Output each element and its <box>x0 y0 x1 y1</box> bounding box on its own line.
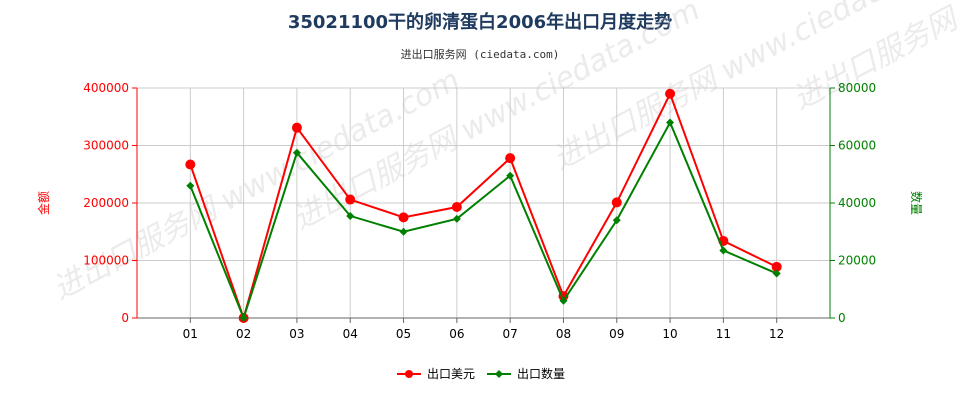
x-tick-label: 12 <box>769 327 784 341</box>
left-tick-label: 200000 <box>83 196 129 210</box>
series-2-point <box>452 214 461 223</box>
series-2-point <box>292 148 301 157</box>
x-tick-label: 11 <box>716 327 731 341</box>
x-tick-label: 02 <box>236 327 251 341</box>
x-tick-label: 08 <box>556 327 571 341</box>
x-tick-label: 10 <box>662 327 677 341</box>
series-2-point <box>559 296 568 305</box>
x-tick-label: 05 <box>396 327 411 341</box>
series-1-point <box>398 212 409 223</box>
right-tick-label: 20000 <box>838 254 876 268</box>
series-2-point <box>399 227 408 236</box>
right-tick-label: 40000 <box>838 196 876 210</box>
series-2-point <box>612 216 621 225</box>
legend-group: 出口美元 出口数量 <box>397 366 565 381</box>
x-tick-label: 07 <box>503 327 518 341</box>
series-1-point <box>505 153 516 164</box>
series-line-1 <box>189 91 778 322</box>
legend-swatch-marker-2 <box>495 370 503 378</box>
series-1-point <box>185 159 196 170</box>
legend-label-1: 出口美元 <box>427 367 475 381</box>
series-line-2 <box>189 120 778 321</box>
axes-group: 0 100000 200000 300000 400000 0 20000 40000 6000… <box>36 81 924 341</box>
series-group <box>185 88 782 323</box>
chart-title: 35021100干的卵清蛋白2006年出口月度走势 <box>288 11 672 33</box>
series-2-point <box>506 171 515 180</box>
x-tick-label: 04 <box>343 327 358 341</box>
x-tick-label: 06 <box>449 327 464 341</box>
x-tick-label: 01 <box>183 327 198 341</box>
left-tick-label: 100000 <box>83 254 129 268</box>
series-1-point <box>665 88 676 99</box>
legend-label-2: 出口数量 <box>517 366 565 381</box>
series-1-point <box>771 261 782 272</box>
right-tick-label: 80000 <box>838 81 876 95</box>
series-2-point <box>346 211 355 220</box>
left-axis-title: 金额 <box>36 191 51 215</box>
series-2-point <box>239 314 248 322</box>
series-1-point <box>345 194 356 205</box>
series-1-point <box>451 202 462 213</box>
series-2-point <box>772 269 781 278</box>
right-axis-title: 数量 <box>909 191 924 215</box>
series-2-point <box>719 246 728 255</box>
left-tick-label: 0 <box>121 311 129 325</box>
right-tick-label: 60000 <box>838 139 876 153</box>
series-2-point <box>186 181 195 190</box>
left-tick-label: 400000 <box>83 81 129 95</box>
chart-subtitle: 进出口服务网 (ciedata.com) <box>401 47 560 61</box>
series-1-point <box>291 122 302 133</box>
x-tick-label: 09 <box>609 327 624 341</box>
right-tick-label: 0 <box>838 311 846 325</box>
left-tick-label: 300000 <box>83 139 129 153</box>
series-1-point <box>611 197 622 208</box>
legend-swatch-marker-1 <box>405 370 413 378</box>
x-tick-label: 03 <box>289 327 304 341</box>
series-2-point <box>666 118 675 127</box>
